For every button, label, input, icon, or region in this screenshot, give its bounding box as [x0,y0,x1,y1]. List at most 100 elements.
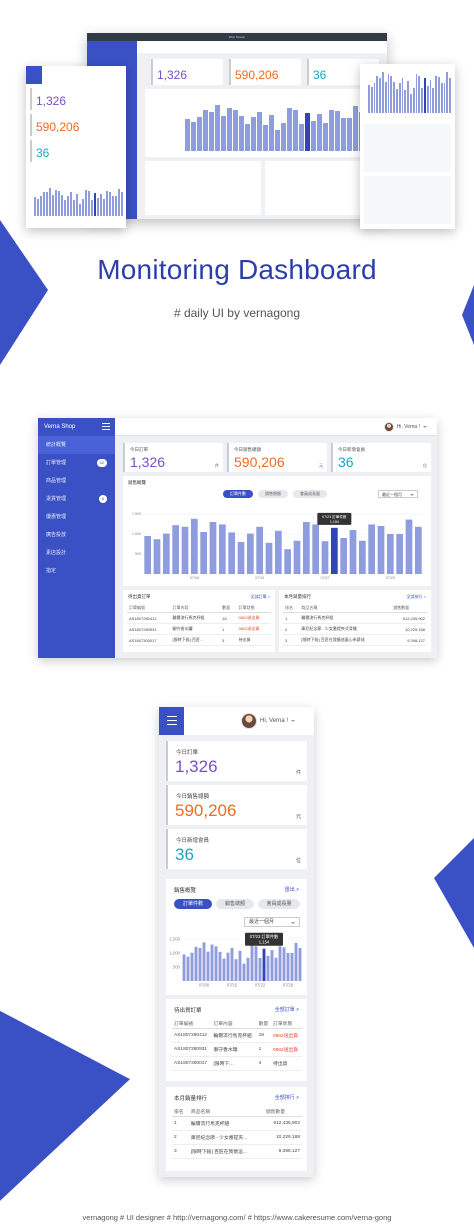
table-row[interactable]: AS1807300017 [限時下殺] 百匠… 3 待出貨 [127,634,271,646]
table-row[interactable]: AS1807300017 [限時下… 4 待出貨 [172,1056,302,1071]
tab-sales[interactable]: 銷售總額 [258,490,288,498]
chart-bar [190,518,198,574]
table-row[interactable]: 1 輪爾流行馬克杯組 612,435,902 [172,1116,302,1131]
chevron-down-icon[interactable] [423,426,427,428]
chart-bar [246,533,254,574]
tab-orders[interactable]: 訂單件數 [223,490,253,498]
range-select[interactable]: 最近一個月 [244,917,300,927]
all-ranking-link[interactable]: 全部排行 > [274,1095,299,1101]
sidebar-item[interactable]: 統計概覽 [38,436,115,454]
sidebar-item[interactable]: 商品管理 [38,472,115,490]
column-header: 排名 [283,604,300,613]
mobile-topbar: Hi, Verna ! [159,707,314,735]
tab-members[interactable]: 會員成長量 [258,899,300,909]
hamburger-icon[interactable] [102,423,110,430]
chart-bar [218,951,222,981]
avatar[interactable] [241,713,257,729]
chart-bar [181,526,189,574]
user-menu[interactable]: Hi, Verna ! [383,422,427,432]
sidebar-item-label: 商品管理 [46,478,67,484]
all-ranking-link[interactable]: 全部排行 > [406,594,426,599]
chart-bar [262,948,266,981]
ranking-panel: 本月銷量排行 全部排行 > 排名 商品名稱 銷售數量 1 輪爾流行馬克杯組 612,435… [279,590,431,652]
hero-kpi-card: 1,326 [151,59,223,85]
hero-desktop-mockup: Web Screen 1,326 590,206 36 [87,33,387,219]
mini-bar [79,203,81,216]
mini-bar [395,89,398,113]
chart-bar [396,534,404,574]
mini-bar [118,188,120,216]
mini-bar [85,190,87,216]
mini-bar [58,191,60,216]
sidebar-item[interactable]: 訂單管理 42 [38,454,115,472]
table-row[interactable]: 2 庫尼紀念節 - 少女番提夾式背攜 10,229,188 [283,623,427,635]
mini-bar [91,199,93,216]
mini-bar [203,110,208,151]
user-menu[interactable]: Hi, Verna ! [241,713,296,729]
table-row[interactable]: AS1807280412 輪爾流行馬克杯組 18 0802送出貨 [127,612,271,624]
y-tick-label: 1,500 [132,512,141,516]
table-cell: 1 [220,623,237,635]
table-row[interactable]: AS1807280931 御守香水罐 1 0802送出貨 [172,1042,302,1057]
sidebar-item[interactable]: 優惠管理 [38,508,115,526]
sidebar-item[interactable]: 素店設計 [38,544,115,562]
mini-bar [429,80,432,113]
table-cell: 輪爾流行馬克杯組 [170,612,221,624]
chevron-down-icon[interactable] [291,720,296,722]
table-row[interactable]: 2 庫尼紀念節 - 少女番提夾... 10,229,188 [172,1130,302,1145]
panel-title: 銷售概覽 [128,480,146,485]
page-subtitle: # daily UI by vernagong [173,306,301,320]
chart-bar [414,526,422,574]
range-value: 最近一個月 [382,492,402,497]
avatar[interactable] [383,422,394,432]
mini-bar [121,192,123,216]
hero-mini-chart [368,68,451,113]
all-orders-link[interactable]: 全部訂單 > [274,1007,299,1013]
tab-sales[interactable]: 銷售總額 [216,899,254,909]
all-orders-link[interactable]: 全部訂單 > [250,594,270,599]
tab-members[interactable]: 會員成長量 [293,490,327,498]
table-cell: 10,229,188 [391,623,427,635]
table-row[interactable]: AS1807280931 御守香水罐 1 0802送出貨 [127,623,271,635]
chart-bar [312,524,320,574]
range-select[interactable]: 最近一個月 [378,490,418,498]
tab-orders[interactable]: 訂單件數 [174,899,212,909]
chart-bar [286,953,290,981]
kpi-label: 今日銷售總額 [176,794,210,800]
mini-bar [311,121,316,151]
table-row[interactable]: 1 輪爾流行馬克杯組 612,435,902 [283,612,427,624]
table-cell: 2 [283,623,300,635]
count-badge: 6 [98,495,107,503]
mini-bar [390,75,393,113]
chart-bar [218,524,226,574]
mini-bar [376,76,379,113]
sidebar-item[interactable]: 指定 [38,562,115,580]
chart-bar [214,946,218,981]
desktop-dashboard: Verna Shop 統計概覽 訂單管理 42 商品管理退貨管理 6 優惠管理 廣告投放 素店… [38,418,437,658]
panel-title: 本月銷量排行 [174,1096,208,1102]
table-row[interactable]: AS1807280412 輪爾流行馬克杯組 18 0802送出貨 [172,1028,302,1043]
mini-bar [404,89,407,113]
export-link[interactable]: 匯出 > [284,887,299,893]
chart-bar [266,955,270,981]
chart-bar [405,519,413,574]
sidebar-item[interactable]: 退貨管理 6 [38,490,115,508]
table-cell: [限時下殺] 百匠… [170,634,221,646]
hero-kpi-value: 36 [313,68,327,82]
mini-bar [379,77,381,113]
mini-bar [443,83,446,113]
panel-title: 待出貨訂單 [174,1008,202,1014]
table-cell: [限時下殺] 百匠在我懷這... [188,1144,264,1159]
hamburger-icon[interactable] [159,707,184,735]
mini-bar [94,192,96,216]
tooltip-date: 07/23 訂單件數 [250,933,279,940]
table-cell: 1 [283,612,300,624]
sidebar-item[interactable]: 廣告投放 [38,526,115,544]
brand: Verna Shop [38,418,115,436]
table-row[interactable]: 3 [限時下殺] 百匠在我懷這... 9,398,127 [172,1144,302,1159]
mini-bar [341,117,346,151]
chart-bar [340,538,348,574]
table-row[interactable]: 3 [限時下殺] 百匠在我懷這裏心系薪成 9,398,127 [283,634,427,646]
table-cell: 3 [172,1144,189,1159]
mini-bar [43,191,45,216]
